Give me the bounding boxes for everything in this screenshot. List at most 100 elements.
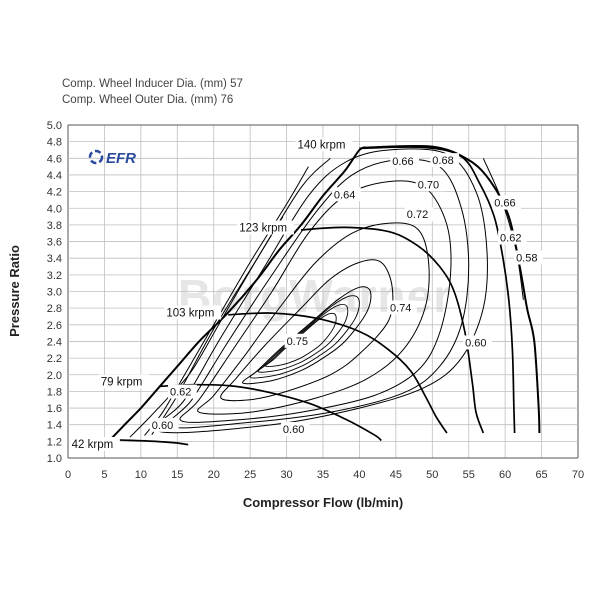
efficiency-label: 0.66 bbox=[494, 198, 515, 210]
efficiency-island-0-68 bbox=[167, 158, 470, 429]
efficiency-label: 0.62 bbox=[170, 387, 191, 399]
efficiency-island-0-72 bbox=[197, 222, 430, 415]
speed-label: 123 krpm bbox=[239, 223, 287, 235]
speed-label: 42 krpm bbox=[72, 439, 114, 451]
label-background bbox=[284, 333, 314, 348]
efficiency-label: 0.64 bbox=[334, 189, 355, 201]
label-background bbox=[514, 250, 543, 265]
efficiency-island-0-6 bbox=[129, 216, 284, 438]
x-axis-title: Compressor Flow (lb/min) bbox=[243, 495, 403, 510]
y-tick-label: 2.0 bbox=[47, 370, 62, 382]
label-background bbox=[69, 437, 120, 452]
y-tick-label: 1.4 bbox=[47, 420, 62, 432]
y-tick-label: 3.4 bbox=[47, 253, 62, 265]
y-tick-label: 2.2 bbox=[47, 353, 62, 365]
turbine-swirl-icon bbox=[88, 149, 104, 165]
x-tick-label: 20 bbox=[208, 469, 220, 481]
efficiency-label: 0.72 bbox=[407, 209, 428, 221]
label-background bbox=[388, 300, 417, 315]
y-axis-title: Pressure Ratio bbox=[7, 245, 22, 337]
efficiency-island-0-58 bbox=[482, 158, 524, 300]
x-tick-label: 40 bbox=[353, 469, 365, 481]
label-background bbox=[492, 195, 522, 210]
x-tick-label: 0 bbox=[65, 469, 71, 481]
efr-logo: EFR bbox=[88, 149, 136, 167]
label-background bbox=[295, 137, 353, 152]
y-tick-label: 2.8 bbox=[47, 303, 62, 315]
label-background bbox=[404, 207, 434, 222]
inducer-diameter-text: Comp. Wheel Inducer Dia. (mm) 57 bbox=[62, 78, 243, 90]
efficiency-label: 0.74 bbox=[390, 302, 411, 314]
y-tick-label: 3.8 bbox=[47, 220, 62, 232]
x-tick-label: 45 bbox=[390, 469, 402, 481]
grid bbox=[67, 124, 579, 459]
efficiency-label: 0.60 bbox=[465, 337, 486, 349]
x-tick-label: 70 bbox=[572, 469, 584, 481]
y-tick-label: 1.0 bbox=[47, 453, 62, 465]
speed-label: 140 krpm bbox=[298, 139, 346, 151]
y-tick-label: 4.2 bbox=[47, 187, 62, 199]
outer-diameter-text: Comp. Wheel Outer Dia. (mm) 76 bbox=[62, 94, 234, 106]
label-background bbox=[390, 153, 420, 168]
speed-line-42-krpm bbox=[110, 438, 189, 446]
efficiency-label: 0.62 bbox=[500, 233, 521, 245]
label-background bbox=[98, 374, 149, 389]
label-background bbox=[149, 417, 179, 432]
y-tick-label: 3.6 bbox=[47, 237, 62, 249]
label-background bbox=[430, 153, 460, 168]
y-tick-label: 5.0 bbox=[47, 120, 62, 132]
y-tick-label: 1.8 bbox=[47, 386, 62, 398]
efficiency-island-0-66 bbox=[154, 148, 488, 434]
x-tick-label: 65 bbox=[535, 469, 547, 481]
speed-label: 79 krpm bbox=[101, 377, 143, 389]
label-background bbox=[168, 384, 197, 399]
label-background bbox=[331, 187, 361, 202]
axis-ticks: 0 5 10 15 20 25 30 35 40 45 50 55 60 65 70 1.0 1.2 1.4 1.6… bbox=[47, 120, 584, 481]
boundary-line-surge-line bbox=[109, 146, 368, 441]
y-tick-label: 2.4 bbox=[47, 336, 62, 348]
y-tick-label: 4.6 bbox=[47, 153, 62, 165]
x-tick-label: 25 bbox=[244, 469, 256, 481]
efr-logo-text: EFR bbox=[106, 150, 136, 167]
y-tick-label: 3.0 bbox=[47, 287, 62, 299]
label-background bbox=[415, 177, 445, 192]
speed-label: 103 krpm bbox=[166, 307, 214, 319]
efficiency-label: 0.58 bbox=[516, 253, 537, 265]
speed-line-123-krpm bbox=[301, 226, 485, 434]
efficiency-label: 0.75 bbox=[287, 336, 308, 348]
y-tick-label: 4.8 bbox=[47, 137, 62, 149]
efficiency-inner-ring bbox=[265, 312, 337, 367]
efficiency-label: 0.66 bbox=[392, 156, 413, 168]
efficiency-island-0-75 bbox=[242, 286, 372, 385]
y-tick-label: 3.2 bbox=[47, 270, 62, 282]
x-tick-label: 55 bbox=[463, 469, 475, 481]
y-tick-label: 1.2 bbox=[47, 436, 62, 448]
x-tick-label: 35 bbox=[317, 469, 329, 481]
efficiency-label: 0.60 bbox=[152, 420, 173, 432]
efficiency-inner-ring bbox=[249, 295, 360, 379]
speed-line-103-krpm bbox=[228, 312, 448, 434]
y-tick-label: 4.4 bbox=[47, 170, 62, 182]
label-background bbox=[463, 335, 492, 350]
efficiency-label: 0.68 bbox=[432, 155, 453, 167]
wheel-spec-header: Comp. Wheel Inducer Dia. (mm) 57 Comp. W… bbox=[62, 76, 243, 108]
efficiency-inner-ring bbox=[257, 303, 349, 373]
x-tick-label: 10 bbox=[135, 469, 147, 481]
efficiency-label: 0.60 bbox=[283, 424, 304, 436]
x-tick-label: 50 bbox=[426, 469, 438, 481]
efficiency-label: 0.70 bbox=[418, 179, 439, 191]
label-background bbox=[164, 305, 222, 320]
efficiency-island-0-62 bbox=[144, 166, 309, 436]
x-tick-label: 60 bbox=[499, 469, 511, 481]
label-background bbox=[498, 230, 527, 245]
efficiency-island-0-7 bbox=[179, 180, 452, 423]
y-tick-label: 4.0 bbox=[47, 203, 62, 215]
chart-labels: 140 krpm 123 krpm 103 krpm 79 krpm 42 krpm 0.… bbox=[69, 137, 543, 452]
efficiency-island-0-74 bbox=[220, 259, 394, 402]
x-tick-label: 30 bbox=[280, 469, 292, 481]
efficiency-islands bbox=[129, 148, 524, 438]
label-background bbox=[280, 422, 310, 437]
x-tick-label: 15 bbox=[171, 469, 183, 481]
x-tick-label: 5 bbox=[101, 469, 107, 481]
